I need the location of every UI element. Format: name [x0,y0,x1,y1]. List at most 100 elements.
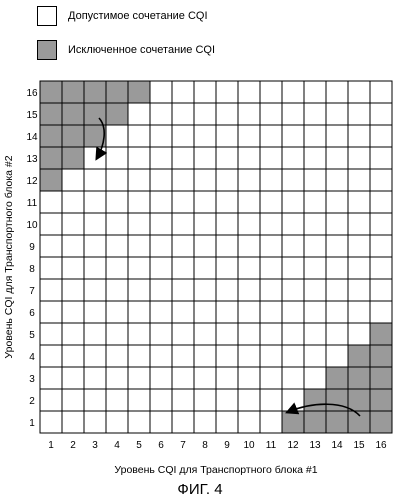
allowed-cell [282,191,304,213]
y-tick-label: 10 [26,220,38,231]
allowed-cell [150,301,172,323]
allowed-cell [238,213,260,235]
allowed-cell [84,323,106,345]
allowed-cell [348,279,370,301]
allowed-cell [194,323,216,345]
excluded-cell [62,125,84,147]
allowed-cell [172,103,194,125]
allowed-cell [84,147,106,169]
allowed-cell [348,323,370,345]
allowed-cell [106,367,128,389]
allowed-cell [304,213,326,235]
allowed-cell [194,279,216,301]
excluded-cell [282,411,304,433]
excluded-cell [40,147,62,169]
allowed-cell [194,301,216,323]
allowed-cell [40,367,62,389]
allowed-cell [128,367,150,389]
y-tick-label: 16 [26,88,38,99]
allowed-cell [260,191,282,213]
allowed-cell [150,103,172,125]
allowed-cell [84,279,106,301]
allowed-cell [128,191,150,213]
allowed-cell [282,103,304,125]
allowed-cell [150,257,172,279]
allowed-cell [172,279,194,301]
y-tick-label: 12 [26,176,38,187]
allowed-cell [150,125,172,147]
allowed-cell [216,125,238,147]
allowed-cell [282,323,304,345]
y-tick-label: 9 [29,242,35,253]
allowed-cell [370,103,392,125]
allowed-cell [40,213,62,235]
excluded-cell [40,169,62,191]
allowed-cell [304,345,326,367]
allowed-cell [348,81,370,103]
allowed-cell [238,81,260,103]
y-tick-label: 8 [29,264,35,275]
allowed-cell [62,235,84,257]
allowed-cell [106,257,128,279]
allowed-cell [282,169,304,191]
allowed-cell [216,411,238,433]
allowed-cell [238,257,260,279]
allowed-cell [370,257,392,279]
allowed-cell [238,367,260,389]
x-tick-label: 7 [180,440,186,451]
y-axis-label: Уровень CQI для Транспортного блока #2 [3,155,15,358]
allowed-cell [348,147,370,169]
allowed-cell [128,147,150,169]
y-tick-label: 4 [29,352,35,363]
allowed-cell [304,235,326,257]
allowed-cell [370,213,392,235]
excluded-cell [84,81,106,103]
allowed-cell [304,257,326,279]
allowed-cell [194,81,216,103]
excluded-cell [62,147,84,169]
allowed-cell [194,389,216,411]
allowed-cell [216,235,238,257]
allowed-cell [216,191,238,213]
allowed-cell [326,213,348,235]
excluded-cell [326,367,348,389]
allowed-cell [238,191,260,213]
allowed-cell [194,345,216,367]
excluded-cell [370,345,392,367]
allowed-cell [216,367,238,389]
allowed-cell [304,147,326,169]
figure-caption: ФИГ. 4 [0,481,400,498]
allowed-cell [62,257,84,279]
allowed-cell [62,169,84,191]
excluded-cell [40,125,62,147]
allowed-cell [194,235,216,257]
allowed-cell [326,191,348,213]
allowed-cell [128,411,150,433]
allowed-cell [172,213,194,235]
allowed-cell [348,257,370,279]
allowed-cell [128,235,150,257]
allowed-cell [348,169,370,191]
allowed-cell [150,389,172,411]
allowed-cell [172,301,194,323]
y-tick-label: 6 [29,308,35,319]
allowed-cell [62,345,84,367]
allowed-cell [62,279,84,301]
allowed-cell [40,323,62,345]
allowed-cell [260,389,282,411]
allowed-cell [128,301,150,323]
allowed-cell [172,389,194,411]
allowed-cell [326,147,348,169]
x-tick-label: 6 [158,440,164,451]
allowed-cell [370,301,392,323]
allowed-cell [106,301,128,323]
allowed-cell [370,169,392,191]
excluded-cell [348,367,370,389]
allowed-cell [84,213,106,235]
excluded-cell [348,345,370,367]
allowed-cell [194,147,216,169]
allowed-cell [216,323,238,345]
allowed-cell [282,345,304,367]
allowed-cell [150,81,172,103]
